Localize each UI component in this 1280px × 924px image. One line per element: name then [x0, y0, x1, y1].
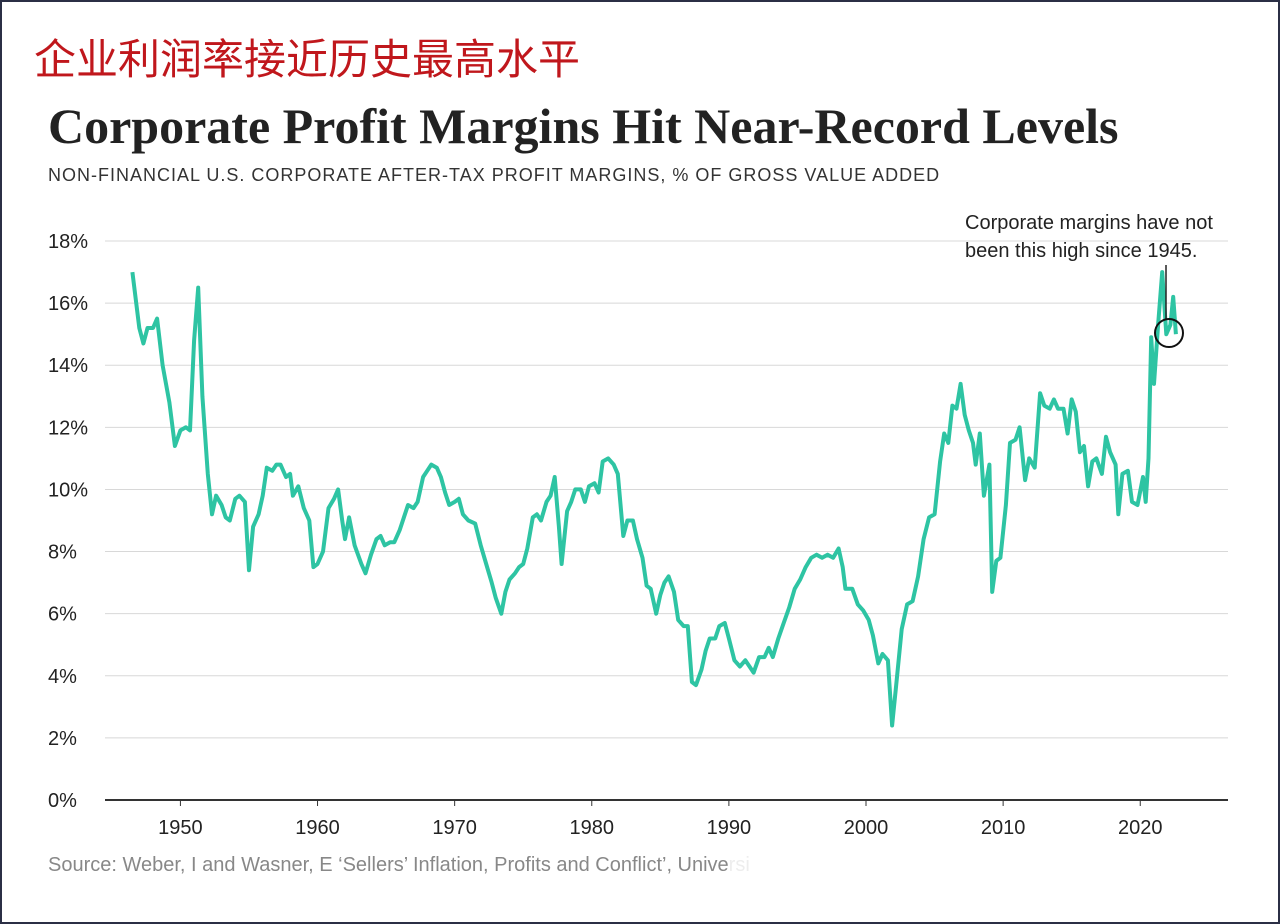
y-tick-label: 8% — [48, 542, 77, 564]
x-tick-label: 2020 — [1118, 817, 1163, 839]
source-fade — [730, 848, 1110, 882]
y-tick-label: 10% — [48, 479, 88, 501]
x-tick-label: 1980 — [570, 817, 615, 839]
x-tick-label: 1970 — [432, 817, 477, 839]
y-tick-label: 12% — [48, 417, 88, 439]
plot: 0% 2% 4% 6% 8% 10% 12% 14% 16% 18% 1950 1960 1970 198… — [48, 212, 1228, 882]
y-tick-label: 2% — [48, 728, 77, 750]
x-tick-label: 1990 — [707, 817, 752, 839]
y-tick-label: 16% — [48, 293, 88, 315]
y-tick-label: 14% — [48, 355, 88, 377]
x-tick-label: 2000 — [844, 817, 889, 839]
x-tick-label: 1960 — [295, 817, 340, 839]
y-tick-label: 4% — [48, 666, 77, 688]
y-tick-label: 0% — [48, 790, 77, 812]
data-line — [130, 270, 1178, 728]
chinese-title: 企业利润率接近历史最高水平 — [34, 36, 580, 83]
x-tick-label: 1950 — [158, 817, 203, 839]
y-tick-label: 6% — [48, 604, 77, 626]
annotation: been this high since 1945. — [965, 240, 1197, 262]
chart-title: Corporate Profit Margins Hit Near-Record… — [48, 98, 1119, 154]
chart-subtitle: NON-FINANCIAL U.S. CORPORATE AFTER-TAX P… — [48, 165, 940, 185]
annotation-circle — [1154, 318, 1184, 348]
x-tick-label: 2010 — [981, 817, 1026, 839]
source: Source: Weber, I and Wasner, E ‘Sellers’… — [48, 854, 750, 876]
annotation: Corporate margins have not — [965, 212, 1213, 234]
y-tick-label: 18% — [48, 231, 88, 253]
